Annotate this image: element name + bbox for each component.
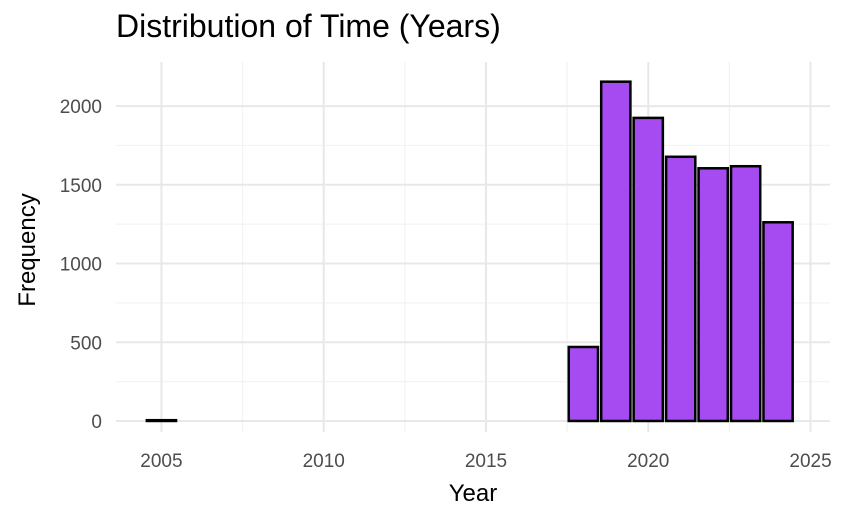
bar-2020 <box>632 116 665 423</box>
x-tick-label: 2015 <box>465 451 507 472</box>
bar-2018 <box>567 345 600 423</box>
x-tick-label: 2020 <box>627 451 669 472</box>
x-tick-labels: 2005 2010 2015 2020 2025 <box>140 451 831 472</box>
y-tick-label: 2000 <box>60 97 102 118</box>
bars-group <box>145 80 794 423</box>
bar-2021 <box>664 155 697 423</box>
x-tick-label: 2010 <box>303 451 345 472</box>
bar-2023 <box>729 164 762 423</box>
bar-2005 <box>145 418 178 423</box>
major-gridlines <box>116 62 830 432</box>
y-tick-label: 1500 <box>60 176 102 197</box>
y-tick-label: 500 <box>70 333 102 354</box>
bar-2022 <box>697 167 730 423</box>
bar-2019 <box>599 80 632 423</box>
y-tick-label: 0 <box>91 412 102 433</box>
x-tick-label: 2025 <box>789 451 831 472</box>
y-tick-label: 1000 <box>60 255 102 276</box>
chart-title: Distribution of Time (Years) <box>116 8 501 44</box>
x-axis-title: Year <box>449 480 498 507</box>
bar-2024 <box>762 221 794 423</box>
x-tick-label: 2005 <box>140 451 182 472</box>
y-tick-labels: 0 500 1000 1500 2000 <box>60 97 102 433</box>
y-axis-title: Frequency <box>14 193 41 306</box>
